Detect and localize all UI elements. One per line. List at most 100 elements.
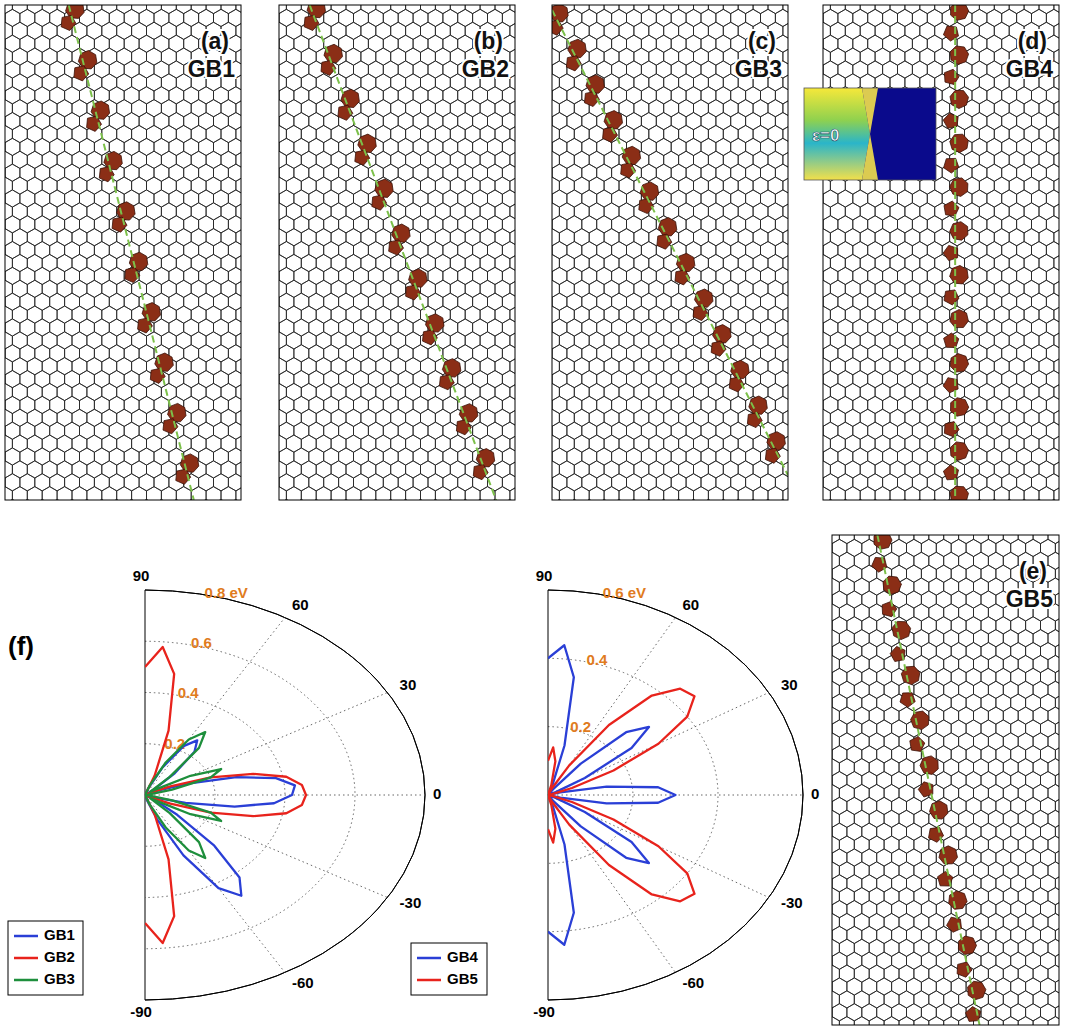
defect-ring xyxy=(943,26,958,41)
angle-tick-label: -90 xyxy=(533,1003,555,1020)
radial-tick-label: 0.6 xyxy=(191,634,212,651)
panel-content xyxy=(5,5,241,500)
polar-frame xyxy=(548,590,803,1000)
radial-grid xyxy=(145,590,425,1000)
figure: (a)GB1(b)GB2(c)GB3(d)GB4(e)GB5ε=0(f)0.20… xyxy=(0,0,1065,1032)
angle-tick-label: -90 xyxy=(130,1003,152,1020)
defect-ring xyxy=(957,962,972,977)
defect-ring xyxy=(950,178,968,197)
panel-label: GB4 xyxy=(1006,56,1054,82)
panel-content xyxy=(279,5,515,500)
radial-grid xyxy=(145,693,285,898)
inset-cone-bottom xyxy=(862,134,878,180)
defect-ring xyxy=(892,621,911,639)
legend-swatch xyxy=(14,935,38,938)
series-line xyxy=(145,740,295,895)
defect-ring xyxy=(622,146,640,164)
defect-ring xyxy=(950,266,969,284)
defect-ring xyxy=(568,39,586,57)
defect-ring xyxy=(476,449,494,467)
radial-tick-label: 0.4 xyxy=(586,651,608,668)
defect-ring xyxy=(911,711,929,730)
defect-ring xyxy=(968,981,986,1000)
legend-label: GB2 xyxy=(44,948,75,965)
defect-ring xyxy=(676,253,695,271)
defect-ring xyxy=(358,134,377,152)
defect-ring xyxy=(950,90,969,108)
legend-box xyxy=(411,943,487,995)
legend: GB4GB5 xyxy=(411,943,487,995)
radial-tick-label: 0.6 eV xyxy=(603,584,646,601)
series-group xyxy=(548,645,695,945)
defect-ring xyxy=(943,465,958,480)
panel-content xyxy=(552,5,788,500)
defect-ring xyxy=(341,89,360,107)
defect-ring xyxy=(747,413,762,428)
panel-bg xyxy=(832,535,1059,1025)
panel-label: GB1 xyxy=(188,56,236,82)
lattice xyxy=(279,5,515,500)
panel-label: GB5 xyxy=(1006,586,1054,612)
defect-ring xyxy=(944,69,959,84)
page: {"panels": [{"letter": "(a)", "label": "… xyxy=(0,0,1065,1032)
lattice-panel: (c)GB3 xyxy=(530,0,820,530)
series-line xyxy=(548,689,695,902)
defect-ring xyxy=(355,150,370,165)
defect-ring xyxy=(950,222,968,241)
series-line xyxy=(145,647,306,943)
inset-cone xyxy=(804,88,870,180)
radial-grid xyxy=(548,590,803,1000)
defect-ring xyxy=(304,15,319,30)
defect-ring xyxy=(900,693,915,708)
angle-tick-label: 30 xyxy=(400,676,417,693)
series-group xyxy=(145,647,306,943)
defect-ring xyxy=(950,310,969,328)
panel-letter: (c) xyxy=(748,28,776,54)
defect-ring xyxy=(439,375,454,390)
defect-ring xyxy=(910,736,925,751)
defect-ring xyxy=(950,486,969,500)
panel-frame xyxy=(279,5,515,500)
legend-label: GB4 xyxy=(447,948,479,965)
defect-ring xyxy=(930,801,948,819)
angle-tick-label: 0 xyxy=(433,785,441,802)
angle-tick-label: -30 xyxy=(781,894,803,911)
angle-tick-label: -60 xyxy=(683,974,705,991)
defect-ring xyxy=(966,1007,981,1022)
boundary-line xyxy=(552,10,788,475)
defect-ring xyxy=(950,442,968,461)
polar-axis xyxy=(145,795,146,1000)
defect-ring xyxy=(375,179,393,197)
inset: ε=0 xyxy=(804,88,936,180)
legend-label: GB5 xyxy=(447,970,478,987)
boundary-line xyxy=(954,5,956,500)
series-line xyxy=(145,732,221,858)
panel-frame xyxy=(832,535,1059,1025)
defect-ring xyxy=(409,269,428,287)
series-line xyxy=(548,645,676,945)
defect-ring xyxy=(713,325,732,343)
lattice-panel: (b)GB2 xyxy=(257,0,547,530)
angle-tick-label: 0 xyxy=(811,785,819,802)
angle-tick-label: -30 xyxy=(400,894,422,911)
panel-label: GB2 xyxy=(462,56,509,82)
panel-content xyxy=(823,5,1059,500)
angle-tick-label: 90 xyxy=(536,567,553,584)
legend-swatch xyxy=(14,957,38,960)
defect-ring xyxy=(392,224,410,242)
lattice xyxy=(832,535,1059,1025)
inset-cone-top xyxy=(862,88,878,134)
radial-tick-label: 0.8 eV xyxy=(204,584,247,601)
legend-box xyxy=(8,921,83,995)
legend-swatch xyxy=(14,979,38,982)
legend-swatch xyxy=(417,979,441,982)
defect-ring xyxy=(951,398,969,417)
polar-axis xyxy=(548,590,549,795)
boundary-line xyxy=(69,5,194,500)
panel-letter: (e) xyxy=(1019,558,1047,584)
defect-ring xyxy=(603,127,618,142)
defect-ring xyxy=(324,44,343,62)
lattice-panel: (e)GB5 xyxy=(810,514,1065,1032)
legend-swatch xyxy=(417,957,441,960)
panel-frame xyxy=(5,5,241,500)
